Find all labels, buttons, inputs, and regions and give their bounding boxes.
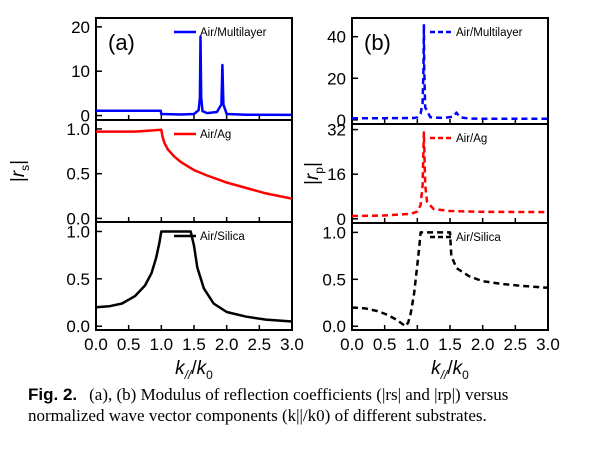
y-tick-label: 10 bbox=[71, 62, 90, 81]
y-tick-label: 0 bbox=[337, 210, 346, 229]
x-tick-label: 2.5 bbox=[504, 335, 528, 354]
x-tick-label: 0.0 bbox=[340, 335, 364, 354]
panel-b: 0 20 40 Air/Multilayer 0 16 32 Air/Ag 0.0 0.5 1.0 A… bbox=[302, 17, 560, 380]
legend-label: Air/Silica bbox=[200, 231, 245, 243]
x-axis-label-sub0: 0 bbox=[206, 368, 213, 380]
panel-label: (a) bbox=[108, 30, 135, 55]
subplot-1: 0.0 0.5 1.0 Air/Ag bbox=[66, 119, 293, 228]
x-tick-label: 2.0 bbox=[471, 335, 495, 354]
subplot-0: 0 10 20 Air/Multilayer bbox=[71, 17, 293, 126]
y-tick-label: 32 bbox=[327, 121, 346, 140]
legend-label: Air/Silica bbox=[456, 232, 501, 244]
y-tick-label: 1.0 bbox=[66, 222, 90, 241]
x-axis-label-sub0: 0 bbox=[462, 368, 469, 380]
legend-label: Air/Ag bbox=[456, 133, 487, 145]
x-tick-label: 3.0 bbox=[280, 335, 304, 354]
y-axis-label-open: | bbox=[302, 180, 323, 185]
subplot-1: 0 16 32 Air/Ag bbox=[327, 121, 549, 229]
x-axis-label-k0: k bbox=[453, 358, 464, 379]
x-tick-label: 1.5 bbox=[182, 335, 206, 354]
figure-caption: Fig. 2. (a), (b) Modulus of reflection co… bbox=[28, 384, 580, 426]
y-axis-label-r: r bbox=[8, 170, 29, 177]
x-axis-label-k: k bbox=[431, 358, 442, 379]
y-tick-label: 20 bbox=[327, 69, 346, 88]
subplot-0: 0 20 40 Air/Multilayer bbox=[327, 17, 549, 130]
legend-label: Air/Ag bbox=[200, 129, 231, 141]
y-axis-label-close: | bbox=[8, 160, 29, 165]
subplot-2: 0.0 0.5 1.0 Air/Silica bbox=[66, 221, 293, 336]
y-tick-label: 0 bbox=[81, 107, 90, 126]
series-line bbox=[351, 131, 549, 218]
x-tick-label: 2.5 bbox=[248, 335, 272, 354]
legend-label: Air/Multilayer bbox=[456, 27, 523, 39]
y-tick-label: 0.5 bbox=[322, 270, 346, 289]
panel-a: 0 10 20 Air/Multilayer 0.0 0.5 1.0 Air/Ag 0.0 0.5… bbox=[8, 17, 304, 380]
figure-canvas: 0 10 20 Air/Multilayer 0.0 0.5 1.0 Air/Ag 0.0 0.5… bbox=[8, 17, 560, 380]
series-line bbox=[96, 128, 293, 200]
subplot-frame bbox=[95, 221, 293, 331]
series-line bbox=[95, 230, 293, 323]
x-tick-label: 0.5 bbox=[117, 335, 141, 354]
y-axis-label-open: | bbox=[8, 177, 29, 182]
series-line bbox=[352, 22, 548, 121]
x-axis-label-sub: // bbox=[440, 368, 449, 380]
x-axis-label: k///k0 bbox=[175, 358, 213, 380]
y-tick-label: 1.0 bbox=[66, 120, 90, 139]
caption-label: Fig. 2. bbox=[28, 385, 78, 404]
panel-label: (b) bbox=[364, 30, 391, 55]
x-tick-label: 1.0 bbox=[150, 335, 174, 354]
y-tick-label: 16 bbox=[327, 165, 346, 184]
y-axis-label-sub: s bbox=[18, 165, 32, 171]
y-tick-label: 0.0 bbox=[322, 317, 346, 336]
y-tick-label: 0.0 bbox=[66, 209, 90, 228]
x-axis-label-slash: / bbox=[191, 358, 197, 379]
legend-label: Air/Multilayer bbox=[200, 27, 267, 39]
x-tick-label: 1.5 bbox=[438, 335, 462, 354]
y-axis-label-r: r bbox=[302, 173, 323, 180]
x-tick-label: 0.5 bbox=[373, 335, 397, 354]
subplot-frame bbox=[351, 222, 549, 331]
x-axis-label-sub: // bbox=[184, 368, 193, 380]
y-tick-label: 20 bbox=[71, 18, 90, 37]
x-tick-label: 1.0 bbox=[406, 335, 430, 354]
x-axis-label-slash: / bbox=[447, 358, 453, 379]
y-tick-label: 1.0 bbox=[322, 223, 346, 242]
series-line bbox=[351, 231, 549, 328]
y-tick-label: 0.5 bbox=[66, 165, 90, 184]
x-tick-label: 0.0 bbox=[84, 335, 108, 354]
y-tick-label: 0 bbox=[337, 111, 346, 130]
x-tick-label: 3.0 bbox=[536, 335, 560, 354]
y-tick-label: 0.0 bbox=[66, 317, 90, 336]
x-axis-label-k: k bbox=[175, 358, 186, 379]
subplot-2: 0.0 0.5 1.0 Air/Silica bbox=[322, 222, 549, 336]
y-axis-label-sub: p bbox=[312, 167, 326, 174]
y-axis-label-close: | bbox=[302, 162, 323, 167]
y-axis-label: |rs| bbox=[8, 160, 32, 182]
series-line bbox=[96, 35, 293, 117]
x-tick-label: 2.0 bbox=[215, 335, 239, 354]
caption-text: (a), (b) Modulus of reflection coefficie… bbox=[28, 385, 509, 425]
x-axis-label: k///k0 bbox=[431, 358, 469, 380]
y-tick-label: 40 bbox=[327, 28, 346, 47]
y-axis-label: |rp| bbox=[302, 162, 326, 185]
y-tick-label: 0.5 bbox=[66, 270, 90, 289]
x-axis-label-k0: k bbox=[197, 358, 208, 379]
